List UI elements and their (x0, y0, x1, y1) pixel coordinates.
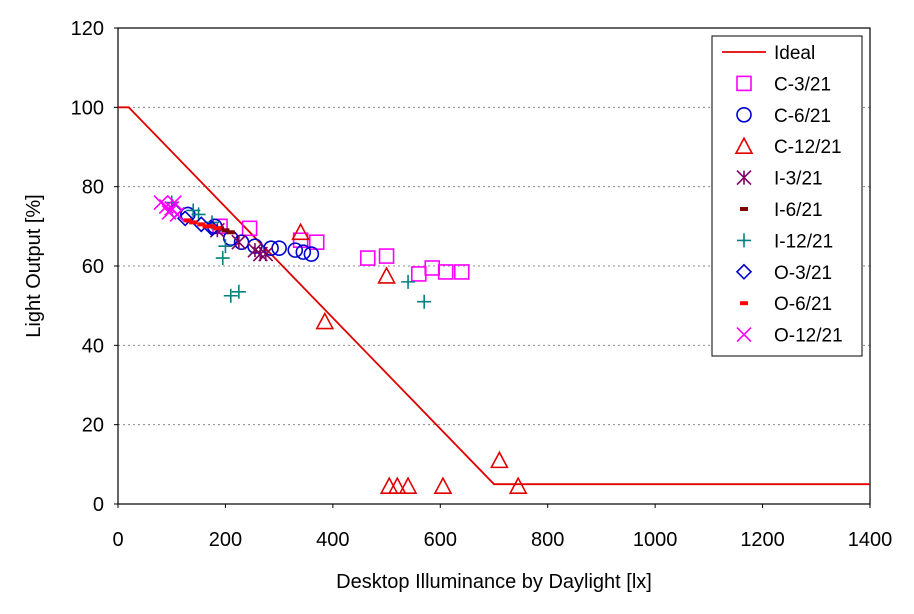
data-point (417, 294, 432, 309)
legend-swatch (735, 263, 753, 280)
data-point (215, 251, 230, 266)
legend-swatch (734, 136, 754, 154)
data-point (166, 194, 182, 211)
legend-swatch (736, 327, 752, 343)
data-point (295, 244, 312, 260)
series-o-12-21 (153, 194, 185, 222)
x-axis-title: Desktop Illuminance by Daylight [lx] (336, 571, 652, 593)
ideal-line (118, 106, 870, 486)
legend-entry: C-6/21 (736, 106, 831, 127)
series-c-12-21 (291, 222, 528, 494)
legend-entry: C-12/21 (734, 136, 842, 158)
x-tick-label: 600 (424, 529, 457, 551)
legend-label: C-12/21 (774, 137, 842, 158)
data-point (231, 284, 246, 299)
data-point (401, 274, 416, 289)
y-tick-label: 20 (82, 415, 104, 437)
legend-label: I-12/21 (774, 231, 833, 252)
data-point (263, 240, 279, 256)
legend: Ideal C-3/21 C-6/21 C-12/21 I-3/21 I-6/21 I-12… (711, 35, 863, 357)
y-tick-label: 100 (71, 97, 104, 119)
legend-label: O-3/21 (774, 263, 832, 284)
legend-swatch (736, 170, 752, 186)
data-marks (118, 106, 870, 494)
legend-entry: I-3/21 (736, 169, 823, 190)
data-point (453, 264, 470, 280)
legend-label: Ideal (774, 43, 815, 64)
x-tick-label: 0 (112, 529, 123, 551)
legend-label: I-6/21 (774, 200, 823, 221)
legend-label: O-12/21 (774, 326, 843, 347)
y-tick-label: 60 (82, 256, 104, 278)
x-tick-label: 1000 (633, 529, 678, 551)
data-point (258, 246, 274, 262)
series-c-3-21 (212, 218, 470, 282)
legend-label: I-3/21 (774, 169, 823, 190)
data-point (218, 239, 233, 254)
data-point (169, 206, 185, 222)
y-tick-labels: 0 20 40 60 80 100 120 (71, 18, 118, 516)
legend-swatch (736, 75, 752, 92)
legend-entry: I-6/21 (740, 200, 823, 221)
series-c-6-21 (180, 206, 320, 262)
data-point (223, 288, 238, 303)
x-tick-label: 800 (531, 529, 564, 551)
legend-entry: C-3/21 (736, 74, 831, 95)
data-point (378, 248, 395, 264)
data-point (292, 232, 309, 249)
x-tick-label: 200 (209, 529, 242, 551)
legend-swatch (737, 233, 751, 248)
y-tick-label: 0 (93, 494, 104, 516)
data-point (490, 450, 509, 469)
legend-entry: O-6/21 (740, 294, 832, 315)
x-tick-label: 1200 (740, 529, 785, 551)
series-i-12-21 (164, 195, 432, 309)
data-point (424, 260, 441, 276)
x-tick-labels: 0 200 400 600 800 1000 1200 1400 (112, 504, 892, 551)
legend-entry: O-3/21 (735, 263, 832, 284)
data-point (379, 476, 399, 494)
data-point (177, 210, 194, 227)
data-point (508, 476, 528, 494)
legend-swatch (736, 107, 752, 123)
data-point (377, 266, 396, 284)
legend-label: C-3/21 (774, 74, 831, 95)
legend-entry: I-12/21 (737, 231, 833, 252)
legend-entry: Ideal (722, 43, 815, 64)
legend-entry: O-12/21 (736, 326, 843, 347)
x-tick-label: 400 (316, 529, 349, 551)
data-point (433, 476, 453, 494)
series-ideal (118, 106, 870, 486)
data-point (287, 242, 304, 258)
data-point (359, 250, 376, 266)
y-tick-label: 80 (82, 177, 104, 199)
y-axis-title: Light Output [%] (23, 194, 45, 337)
y-tick-label: 120 (71, 18, 104, 40)
series-o-6-21 (183, 218, 222, 231)
data-point (231, 234, 247, 250)
x-tick-label: 1400 (848, 529, 893, 551)
data-point (398, 476, 418, 494)
y-tick-label: 40 (82, 335, 104, 357)
data-point (410, 266, 427, 282)
data-point (241, 220, 258, 237)
data-point (315, 311, 335, 330)
data-point (303, 246, 320, 262)
data-point (271, 240, 287, 256)
data-point (437, 264, 454, 280)
legend-label: C-6/21 (774, 106, 831, 127)
legend-label: O-6/21 (774, 294, 832, 315)
data-point (387, 476, 407, 494)
data-point (291, 222, 310, 241)
